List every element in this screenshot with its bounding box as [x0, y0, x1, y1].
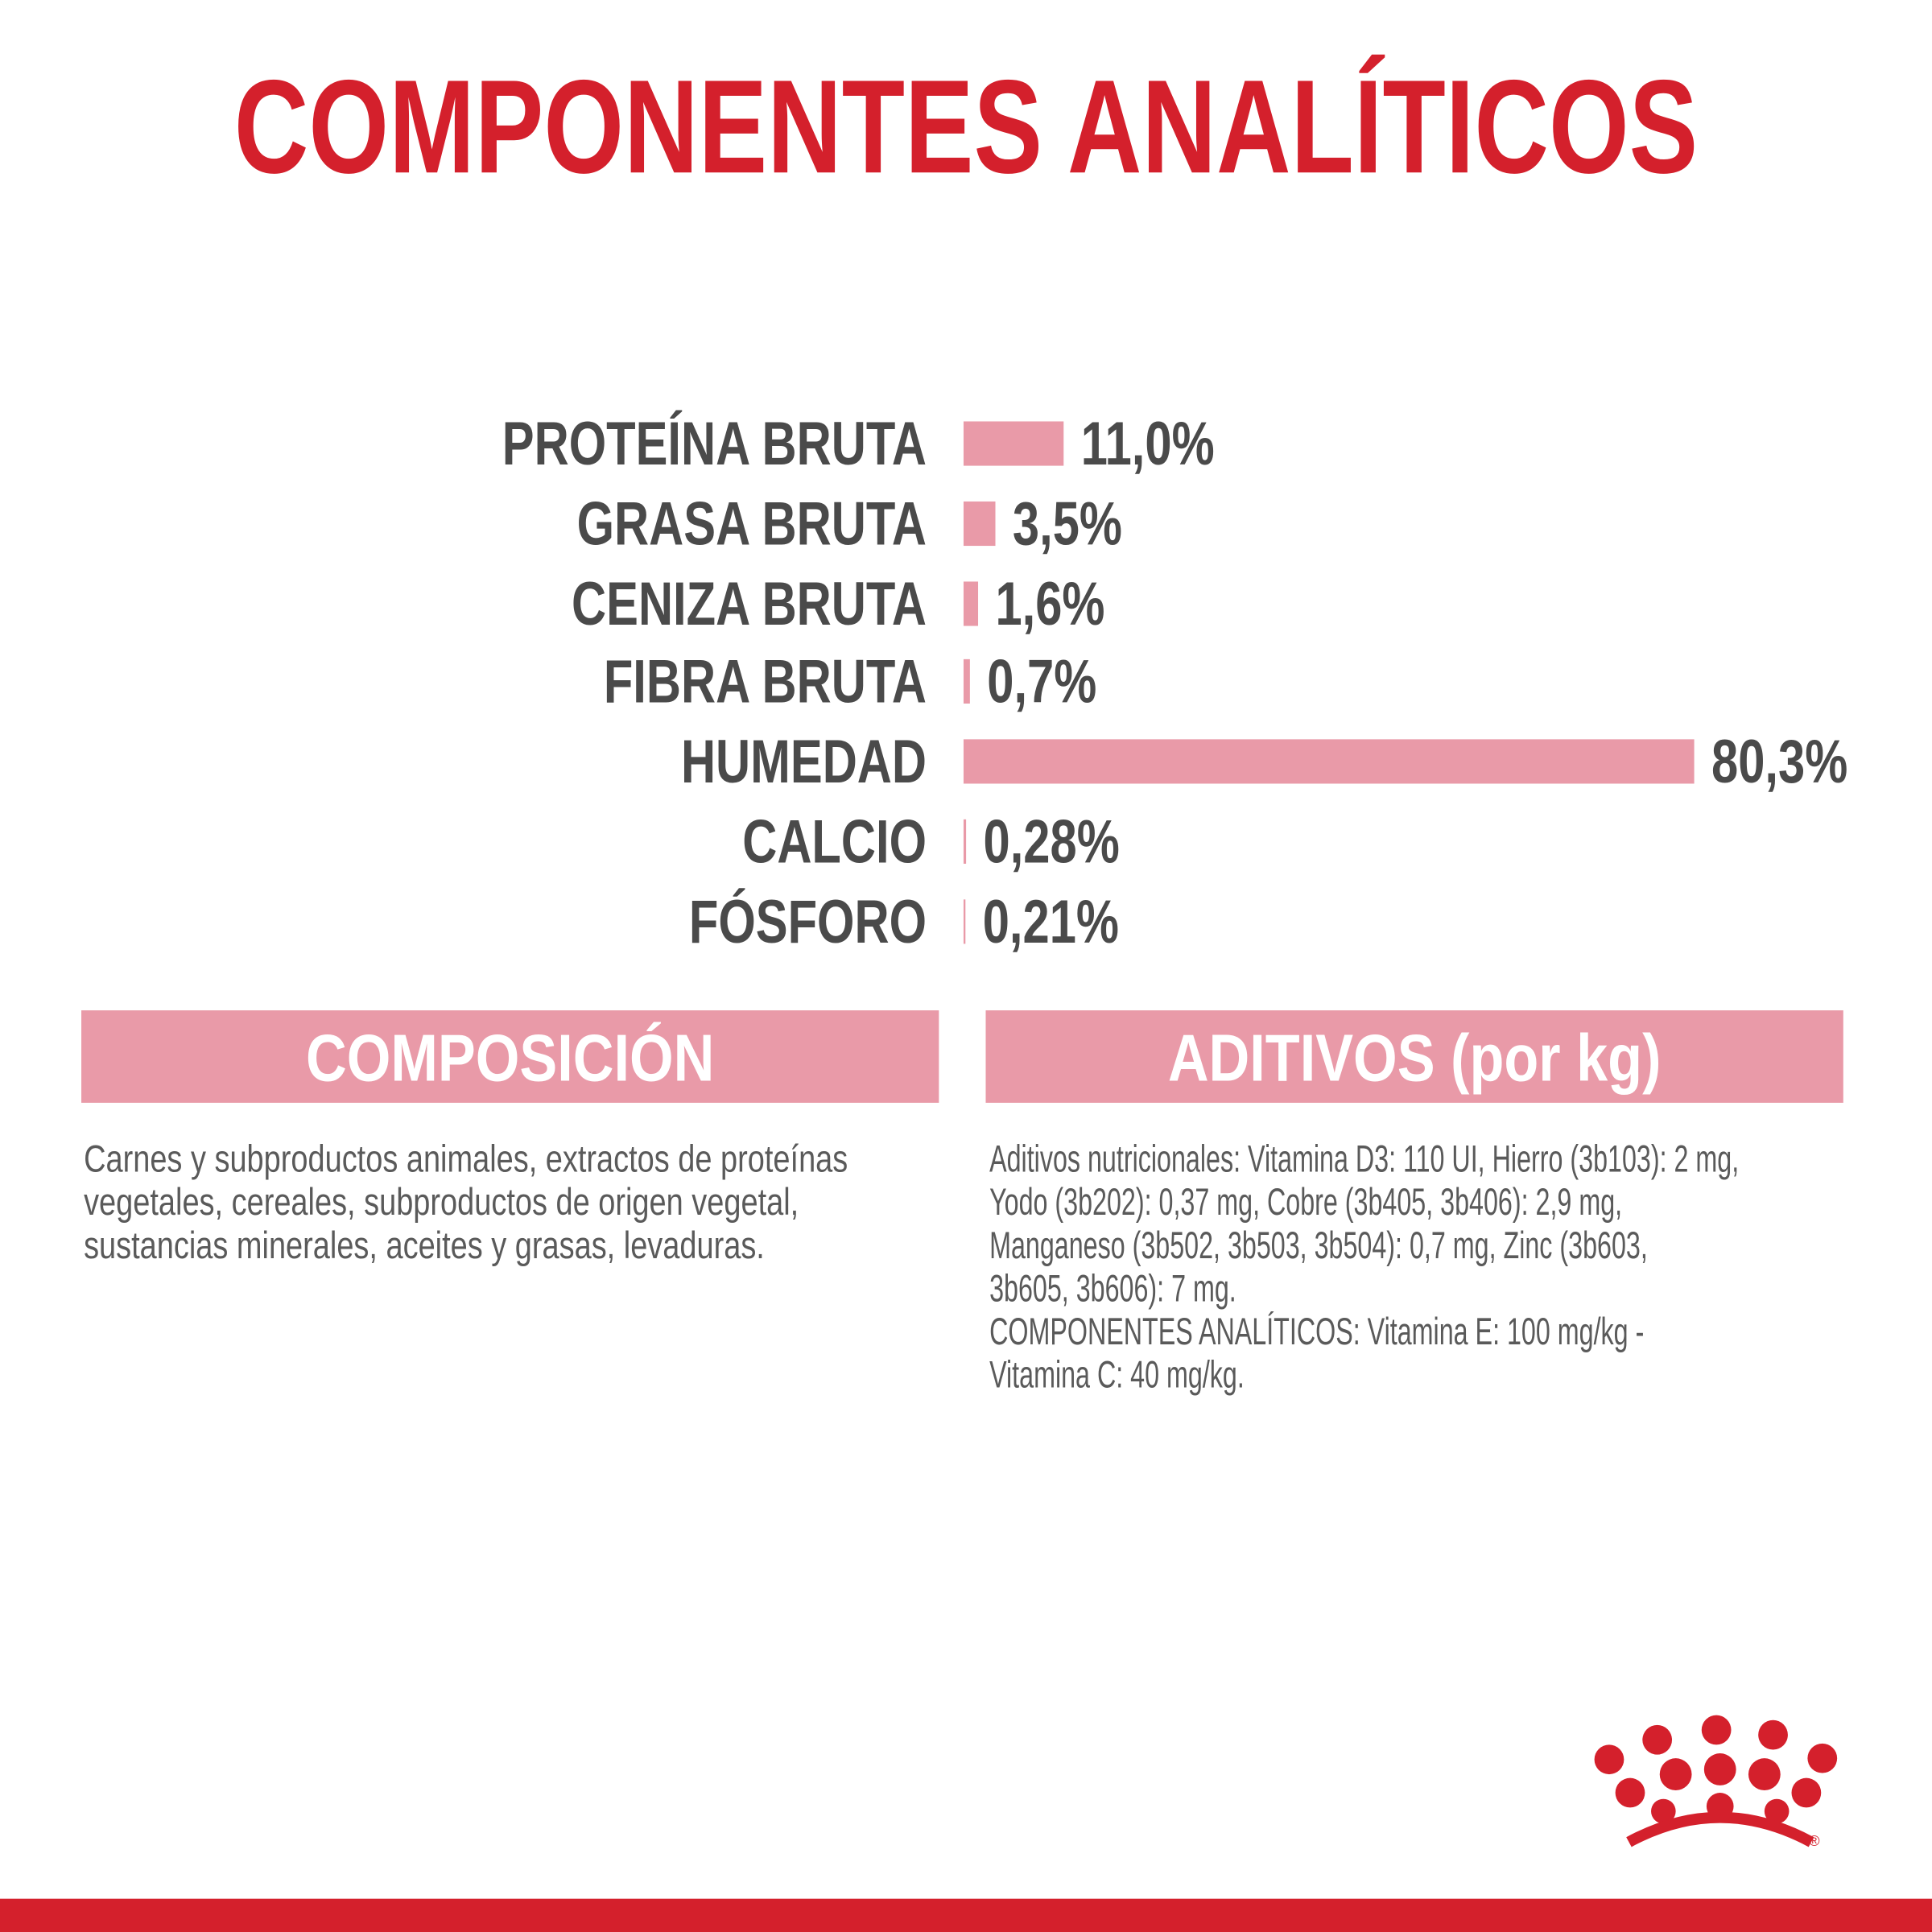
section-text-line: Carnes y subproductos animales, extracto… [84, 1138, 848, 1181]
logo-dot [1615, 1777, 1645, 1808]
value-label: 11,0% [1081, 409, 1215, 478]
logo-arc [1626, 1811, 1814, 1847]
value-label: 80,3% [1711, 727, 1847, 796]
value-label: 3,5% [1013, 489, 1122, 558]
logo-dot [1748, 1758, 1781, 1790]
section-text-line: vegetales, cereales, subproductos de ori… [84, 1181, 799, 1224]
section-text-line: Aditivos nutricionales: Vitamina D3: 110… [989, 1137, 1739, 1180]
section-text-line: Manganeso (3b502, 3b503, 3b504): 0,7 mg,… [989, 1223, 1648, 1266]
chart-title: COMPONENTES ANALÍTICOS [234, 52, 1698, 201]
logo-dot [1807, 1743, 1838, 1773]
bar [963, 899, 966, 944]
category-label: FÓSFORO [689, 887, 927, 956]
logo-dot [1651, 1798, 1676, 1824]
category-label: PROTEÍNA BRUTA [502, 409, 927, 478]
section-heading: ADITIVOS (por kg) [1168, 1022, 1662, 1096]
footer-bar [0, 1898, 1932, 1932]
logo-dot [1791, 1777, 1822, 1808]
bar [963, 739, 1695, 784]
section-text-line: COMPONENTES ANALÍTICOS: Vitamina E: 100 … [989, 1310, 1644, 1353]
bar [963, 658, 970, 704]
section-text-line: Yodo (3b202): 0,37 mg, Cobre (3b405, 3b4… [989, 1180, 1622, 1224]
logo-dot [1764, 1798, 1790, 1824]
category-label: CENIZA BRUTA [572, 569, 927, 638]
logo-dot [1701, 1715, 1732, 1745]
logo-mark: ® [1809, 1832, 1820, 1849]
value-label: 0,28% [984, 807, 1120, 876]
bar [963, 501, 996, 547]
logo-dot [1594, 1744, 1624, 1775]
category-label: FIBRA BRUTA [604, 646, 927, 716]
logo: ® [1594, 1715, 1838, 1849]
value-label: 1,6% [995, 569, 1104, 638]
logo-dot [1703, 1753, 1736, 1785]
category-label: CALCIO [742, 807, 927, 876]
section-heading: COMPOSICIÓN [306, 1022, 714, 1096]
section-text-line: 3b605, 3b606): 7 mg. [989, 1266, 1236, 1310]
logo-dot [1659, 1758, 1692, 1790]
section-header-box [985, 1010, 1843, 1103]
bar [963, 581, 979, 626]
value-label: 0,21% [983, 887, 1119, 956]
bar [963, 421, 1064, 466]
section-header-box [81, 1010, 939, 1103]
bar [963, 819, 967, 864]
category-label: GRASA BRUTA [577, 489, 927, 558]
value-label: 0,7% [987, 646, 1096, 716]
category-label: HUMEDAD [681, 727, 927, 796]
logo-dot [1642, 1724, 1673, 1755]
section-text-line: Vitamina C: 40 mg/kg. [989, 1352, 1245, 1396]
logo-dot [1758, 1719, 1788, 1750]
section-text-line: sustancias minerales, aceites y grasas, … [84, 1224, 765, 1267]
